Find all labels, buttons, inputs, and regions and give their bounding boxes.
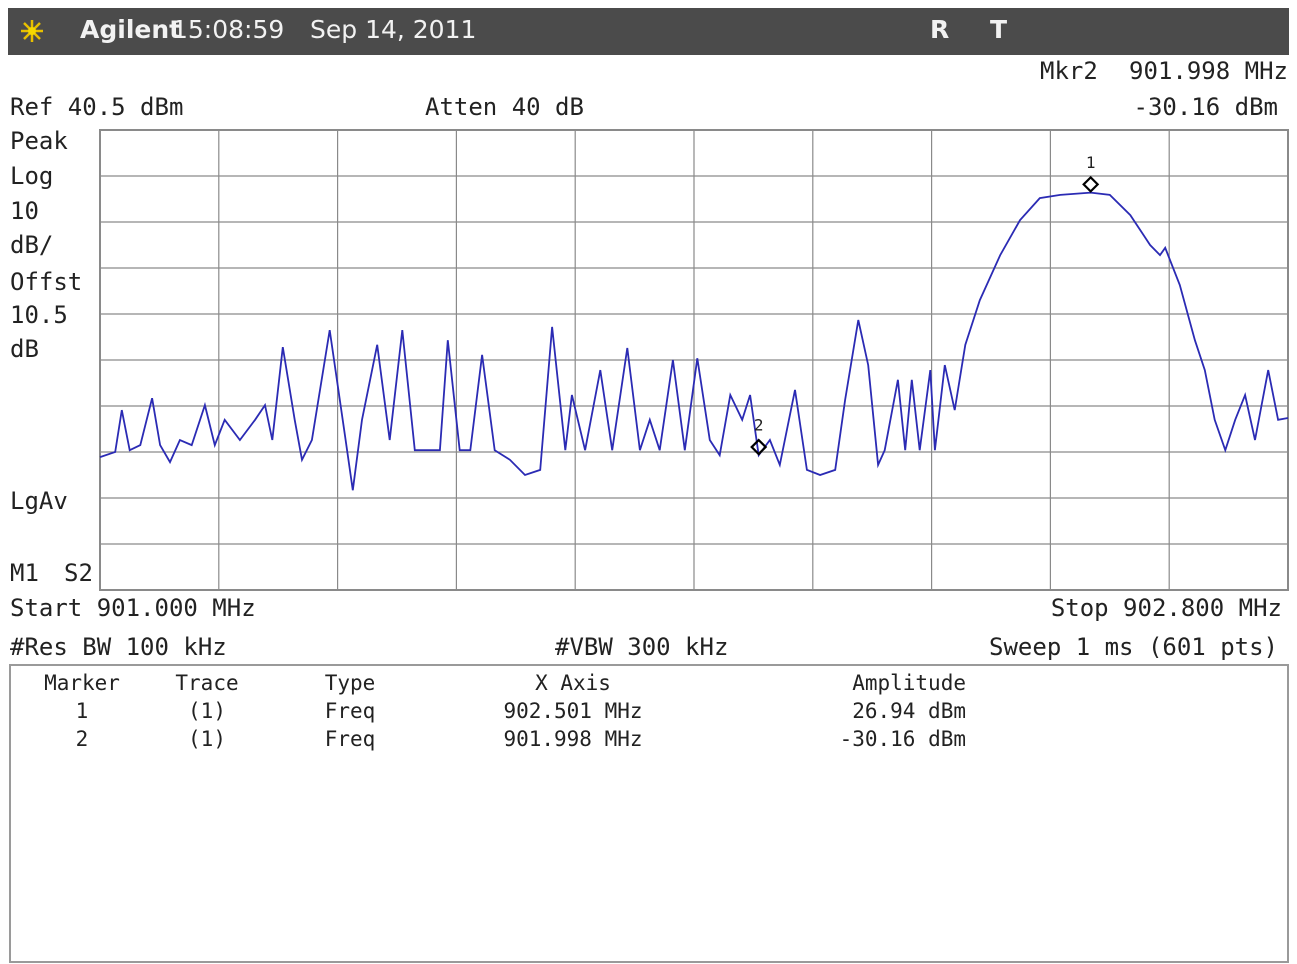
start-freq: Start 901.000 MHz [10,594,256,622]
mode-label: S2 [64,559,93,587]
side-label: 10 [10,197,39,225]
table-cell: 1 [76,699,89,723]
brand: Agilent [80,15,181,44]
column-header: Amplitude [852,671,966,695]
date: Sep 14, 2011 [310,15,476,44]
marker-table-box [9,664,1289,963]
sweep: Sweep 1 ms (601 pts) [989,633,1278,661]
marker-freq: 901.998 MHz [1129,57,1288,85]
marker-amp: -30.16 dBm [1134,93,1279,121]
side-label: dB [10,335,39,363]
column-header: X Axis [535,671,611,695]
status: R [930,15,949,44]
marker-diamond [750,438,768,456]
stop-freq: Stop 902.800 MHz [1051,594,1282,622]
brand-icon [21,20,43,42]
side-label: dB/ [10,231,53,259]
column-header: Marker [44,671,120,695]
table-cell: Freq [325,727,376,751]
time: 15:08:59 [172,15,284,44]
attenuation: Atten 40 dB [425,93,584,121]
column-header: Trace [175,671,238,695]
marker-diamond [1082,175,1100,193]
table-cell: (1) [188,699,226,723]
table-cell: (1) [188,727,226,751]
title-bar [8,8,1289,55]
side-label: Peak [10,127,68,155]
res-bw: #Res BW 100 kHz [10,633,227,661]
table-cell: 26.94 dBm [852,699,966,723]
table-cell: -30.16 dBm [840,727,966,751]
side-label: Offst [10,268,82,296]
ref-level: Ref 40.5 dBm [10,93,183,121]
column-header: Type [325,671,376,695]
marker-table: Marker Trace Type X Axis Amplitude 1 (1) Freq 90… [44,671,966,751]
table-cell: Freq [325,699,376,723]
trace [99,191,1289,491]
plot-area: 12 [99,129,1289,591]
table-cell: 901.998 MHz [503,727,642,751]
mode-label: M1 [10,559,39,587]
vbw: #VBW 300 kHz [555,633,728,661]
table-cell: 2 [76,727,89,751]
plot-border [99,129,1289,591]
side-label: Log [10,162,53,190]
table-cell: 902.501 MHz [503,699,642,723]
marker-label: 1 [1086,153,1096,172]
side-label: 10.5 [10,301,68,329]
marker-label: 2 [754,416,764,435]
status: T [990,15,1007,44]
marker-name: Mkr2 [1040,57,1098,85]
side-label: LgAv [10,487,68,515]
